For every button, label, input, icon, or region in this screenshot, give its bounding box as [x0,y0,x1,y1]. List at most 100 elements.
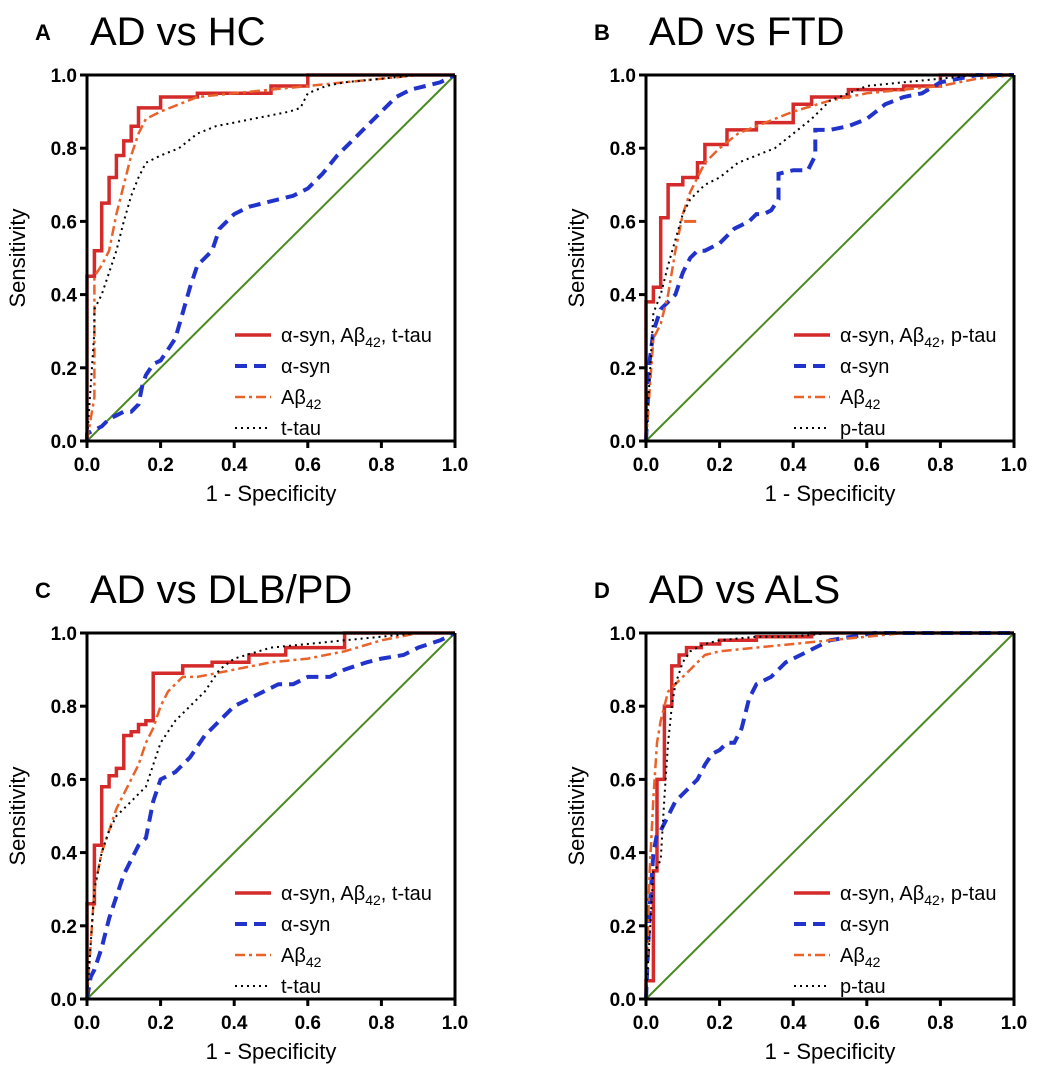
y-tick-label: 0.0 [51,432,77,453]
y-tick-label: 0.2 [610,359,636,380]
y-tick-label: 0.4 [610,286,637,307]
y-axis-label: Sensitivity [5,766,30,865]
series-line-tau [645,74,1014,442]
x-tick-label: 0.4 [221,455,248,476]
y-axis-label: Sensitivity [5,208,30,307]
panel-letter: C [35,578,51,603]
x-tick-label: 0.8 [368,455,394,476]
legend-entry-asyn: α-syn [840,356,889,378]
x-tick-label: 0.2 [706,455,732,476]
x-tick-label: 0.8 [927,455,953,476]
x-axis-label: 1 - Specificity [765,481,896,506]
x-tick-label: 0.4 [221,1013,248,1034]
x-axis-label: 1 - Specificity [206,481,337,506]
x-tick-label: 0.0 [74,455,100,476]
x-tick-label: 0.8 [927,1013,953,1034]
panel-c: C AD vs DLB/PD 0.0 0.2 0.4 0.6 0.8 1.0 0.0 0.2 0.4… [5,568,468,1064]
y-tick-label: 0.4 [610,844,637,865]
y-tick-label: 0.8 [51,697,77,718]
panel-title: AD vs FTD [649,10,845,54]
legend-entry-combo: α-syn, Aβ42, p-tau [840,883,996,908]
legend-entry-tau: p-tau [840,976,886,998]
x-tick-label: 1.0 [1001,455,1027,476]
y-tick-label: 0.4 [51,286,78,307]
y-axis-label: Sensitivity [564,208,589,307]
legend-entry-ab42: Aβ42 [840,945,881,970]
y-axis-label: Sensitivity [564,766,589,865]
legend-entry-combo: α-syn, Aβ42, p-tau [840,325,996,350]
y-tick-label: 0.4 [51,844,78,865]
panel-d: D AD vs ALS 0.0 0.2 0.4 0.6 0.8 1.0 0.0 0.2 0.4 0.6… [564,568,1027,1064]
legend-entry-ab42: Aβ42 [281,945,322,970]
series-line-asyn [644,73,1014,442]
series-line-asyn [85,73,456,441]
y-tick-label: 0.0 [51,990,77,1011]
y-tick-label: 1.0 [610,624,636,645]
legend-entry-asyn: α-syn [281,356,330,378]
series-line-asyn [85,631,456,1000]
legend: α-syn, Aβ42, t-tau α-syn Aβ42 t-tau [235,325,432,440]
legend-entry-combo: α-syn, Aβ42, t-tau [281,883,432,908]
x-tick-label: 0.8 [368,1013,394,1034]
x-tick-label: 1.0 [1001,1013,1027,1034]
y-tick-label: 0.0 [610,990,636,1011]
panel-letter: A [35,20,51,45]
y-tick-label: 0.2 [610,917,636,938]
legend-entry-asyn: α-syn [840,914,889,936]
panel-letter: D [594,578,610,603]
x-tick-label: 0.4 [780,1013,807,1034]
panel-b: B AD vs FTD 0.0 0.2 0.4 0.6 0.8 1.0 0.0 0.2 0.4 0.6… [564,10,1027,506]
y-tick-label: 1.0 [51,66,77,87]
series-line-ab42 [644,73,1015,442]
series-line-ab42 [644,631,1014,1000]
panel-letter: B [594,20,610,45]
y-tick-label: 1.0 [51,624,77,645]
x-tick-label: 0.6 [854,1013,880,1034]
x-tick-label: 1.0 [442,455,468,476]
x-tick-label: 0.2 [147,455,173,476]
legend: α-syn, Aβ42, t-tau α-syn Aβ42 t-tau [235,883,432,998]
legend-entry-combo: α-syn, Aβ42, t-tau [281,325,432,350]
x-tick-label: 0.0 [633,455,659,476]
x-axis-label: 1 - Specificity [765,1039,896,1064]
x-tick-label: 0.2 [706,1013,732,1034]
series-line-combo [85,73,455,441]
series-line-asyn [644,631,1014,1000]
panel-title: AD vs ALS [649,568,840,612]
series-line-combo [644,73,1014,441]
legend-entry-tau: t-tau [281,976,321,998]
series-line-combo [644,631,1014,999]
series-line-ab42 [85,631,455,1000]
x-tick-label: 1.0 [442,1013,468,1034]
legend-entry-tau: p-tau [840,418,886,440]
legend-entry-ab42: Aβ42 [840,387,881,412]
y-tick-label: 0.8 [610,139,636,160]
legend-entry-tau: t-tau [281,418,321,440]
panel-title: AD vs DLB/PD [90,568,352,612]
x-tick-label: 0.6 [295,455,321,476]
y-tick-label: 0.6 [610,770,636,791]
y-tick-label: 0.8 [51,139,77,160]
diagonal-reference-line [86,74,456,442]
diagonal-reference-line [86,632,456,1000]
panel-a: A AD vs HC 0.0 0.2 0.4 0.6 0.8 1.0 0.0 0.2 0.4 0.6 0… [5,10,468,506]
x-tick-label: 0.6 [295,1013,321,1034]
x-tick-label: 0.0 [633,1013,659,1034]
panel-title: AD vs HC [90,10,266,54]
y-tick-label: 0.6 [51,770,77,791]
y-tick-label: 0.2 [51,359,77,380]
legend-entry-asyn: α-syn [281,914,330,936]
legend: α-syn, Aβ42, p-tau α-syn Aβ42 p-tau [794,325,996,440]
y-tick-label: 0.2 [51,917,77,938]
y-tick-label: 0.0 [610,432,636,453]
legend: α-syn, Aβ42, p-tau α-syn Aβ42 p-tau [794,883,996,998]
legend-entry-ab42: Aβ42 [281,387,322,412]
y-tick-label: 0.8 [610,697,636,718]
series-line-tau [86,632,455,1000]
x-axis-label: 1 - Specificity [206,1039,337,1064]
y-tick-label: 1.0 [610,66,636,87]
x-tick-label: 0.2 [147,1013,173,1034]
x-tick-label: 0.6 [854,455,880,476]
series-line-ab42 [85,73,455,442]
